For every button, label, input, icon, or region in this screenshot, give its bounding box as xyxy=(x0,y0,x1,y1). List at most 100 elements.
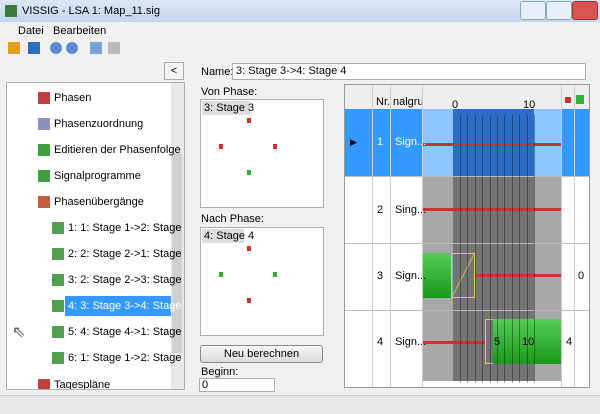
col-line xyxy=(422,85,423,387)
menu-item[interactable]: Datei xyxy=(18,25,44,37)
to-label: Nach Phase: xyxy=(201,213,264,225)
time-tick xyxy=(504,115,506,383)
header-icon xyxy=(565,97,571,103)
tree-item[interactable]: 3: 2: Stage 2->3: Stage 3 xyxy=(68,274,185,286)
row-nr: 3 xyxy=(377,270,384,282)
toolbar-forward[interactable] xyxy=(108,42,120,54)
tree-item[interactable]: Editieren der Phasenfolge xyxy=(54,144,181,156)
recalc-button[interactable]: Neu berechnen xyxy=(200,345,323,363)
tree-icon xyxy=(52,300,64,312)
tree-item[interactable]: 4: 3: Stage 3->4: Stage 4 xyxy=(68,300,185,312)
tree-item[interactable]: 2: 2: Stage 2->1: Stage 1 xyxy=(68,248,185,260)
time-tick xyxy=(526,115,528,383)
tree-item[interactable]: Phasenzuordnung xyxy=(54,118,144,130)
menu-item[interactable]: Bearbeiten xyxy=(53,25,107,37)
tree-item[interactable]: Phasen xyxy=(54,92,92,104)
from-label: Von Phase: xyxy=(201,86,258,98)
cell xyxy=(453,109,534,176)
amber-block xyxy=(451,253,475,298)
toolbar-redo[interactable] xyxy=(66,42,78,54)
begin-label: Beginn: xyxy=(201,366,239,378)
tree-icon xyxy=(38,92,50,104)
signal-bar xyxy=(475,274,561,277)
maximize-button[interactable] xyxy=(546,1,572,20)
col-line xyxy=(574,85,575,387)
header: Nr. xyxy=(376,96,391,108)
collapse-button[interactable]: < xyxy=(164,62,184,80)
signal-dot xyxy=(247,118,251,123)
close-button[interactable] xyxy=(572,1,598,20)
tree-icon xyxy=(38,118,50,130)
signal-bar xyxy=(423,208,561,211)
tree-item[interactable]: Phasenübergänge xyxy=(54,196,144,208)
time-tick xyxy=(511,115,513,383)
tree-icon xyxy=(38,379,50,389)
toolbar-undo[interactable] xyxy=(50,42,62,54)
signal-dot xyxy=(219,144,223,149)
name-input[interactable]: 3: Stage 3->4: Stage 4 xyxy=(232,63,586,80)
tree-panel: Phasen Phasenzuordnung Editieren der Pha… xyxy=(6,82,185,390)
tree-icon xyxy=(38,144,50,156)
tree-item[interactable]: Signalprogramme xyxy=(54,170,141,182)
begin-input[interactable]: 0 xyxy=(199,378,275,392)
time-tick xyxy=(534,115,535,383)
selection xyxy=(65,296,171,316)
cell xyxy=(534,109,561,176)
signal-dot xyxy=(247,170,251,175)
tree-icon xyxy=(52,326,64,338)
tree-item[interactable]: 5: 4: Stage 4->1: Stage 1 xyxy=(68,326,185,338)
window-title: VISSIG - LSA 1: Map_11.sig xyxy=(22,5,160,17)
row-nr: 2 xyxy=(377,204,384,216)
tree-icon xyxy=(52,222,64,234)
tree-icon xyxy=(52,352,64,364)
toolbar-back[interactable] xyxy=(90,42,102,54)
green-block xyxy=(493,319,561,364)
row-nr: 4 xyxy=(377,336,384,348)
signal-dot xyxy=(273,272,277,277)
tree-item[interactable]: 6: 1: Stage 1->2: Stage 2 xyxy=(68,352,185,364)
signal-dot xyxy=(273,144,277,149)
signal-dot xyxy=(247,246,251,251)
status-bar xyxy=(0,395,600,414)
row-value: 4 xyxy=(566,336,573,348)
header: nalgrup xyxy=(393,96,423,108)
axis-label: 0 xyxy=(452,99,459,111)
to-value-bg xyxy=(202,229,244,243)
row-name: Sing... xyxy=(395,204,427,216)
begin-value: 0 xyxy=(202,379,209,391)
from-value-bg xyxy=(202,101,250,115)
row-nr: 1 xyxy=(377,136,384,148)
tree-item[interactable]: Tagespläne xyxy=(54,379,111,390)
row-name: Sign... xyxy=(395,336,427,348)
from-phase[interactable]: 3: Stage 3 xyxy=(200,99,324,208)
col-line xyxy=(561,85,562,387)
to-phase[interactable]: 4: Stage 4 xyxy=(200,227,324,336)
time-tick xyxy=(474,115,476,383)
row-line xyxy=(345,310,589,311)
axis-label: 10 xyxy=(523,99,536,111)
row-line xyxy=(345,243,589,244)
minimize-button[interactable] xyxy=(520,1,546,20)
row-name: Sign... xyxy=(395,136,427,148)
toolbar-save[interactable] xyxy=(28,42,40,54)
chart-label: 5 xyxy=(494,336,501,348)
tree-item[interactable]: 1: 1: Stage 1->2: Stage 2 xyxy=(68,222,185,234)
time-tick xyxy=(519,115,521,383)
row-name: Sign... xyxy=(395,270,427,282)
time-tick xyxy=(460,115,461,383)
toolbar-new[interactable] xyxy=(8,42,20,54)
scroll-thumb[interactable] xyxy=(172,153,182,353)
time-tick xyxy=(467,115,469,383)
name-label: Name: xyxy=(201,66,234,78)
to-value: 4: Stage 4 xyxy=(204,230,255,242)
row-pointer: ▶ xyxy=(350,137,357,147)
tree-icon xyxy=(38,170,50,182)
signal-dot xyxy=(219,272,223,277)
title-bar xyxy=(0,0,600,22)
time-tick xyxy=(482,115,484,383)
header-icon xyxy=(576,95,584,104)
app-icon xyxy=(5,5,17,17)
tree-icon xyxy=(52,274,64,286)
